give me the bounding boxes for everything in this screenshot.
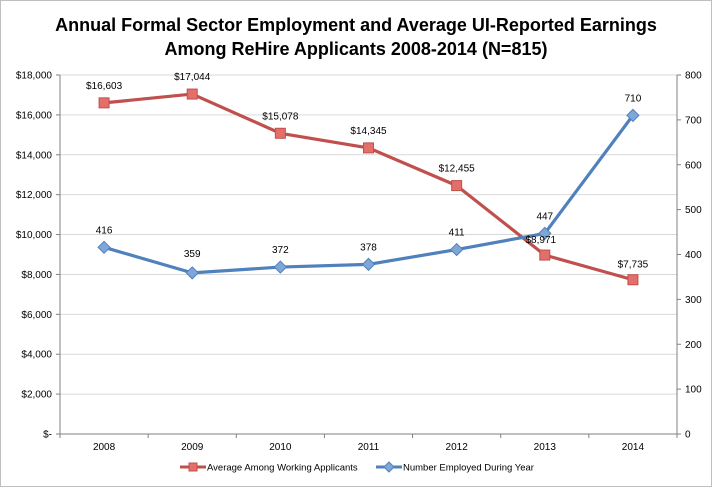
y-right-tick-label: 600 — [685, 160, 702, 171]
chart-title: Annual Formal Sector Employment and Aver… — [55, 15, 657, 59]
data-label: $14,345 — [350, 126, 387, 137]
series-layer — [97, 88, 640, 286]
legend: Average Among Working Applicants Number E… — [180, 461, 534, 474]
y-right-tick-label: 200 — [685, 340, 702, 351]
data-point — [363, 142, 374, 154]
data-label: 372 — [272, 245, 289, 256]
y-right-tick-label: 0 — [685, 430, 691, 441]
data-point — [538, 226, 552, 241]
x-tick-label: 2009 — [181, 442, 204, 453]
data-point — [539, 249, 551, 261]
axes: $- $2,000 $4,000 $6,000 $8,000 $10,000 $12,000… — [16, 71, 702, 454]
data-point — [97, 240, 111, 255]
data-label: $15,078 — [262, 111, 299, 122]
legend-label: Average Among Working Applicants — [207, 463, 358, 474]
x-tick-label: 2010 — [269, 442, 292, 453]
y-left-tick-label: $- — [43, 430, 52, 441]
data-label: 416 — [96, 225, 113, 236]
y-left-tick-label: $4,000 — [21, 350, 52, 361]
y-left-tick-label: $2,000 — [21, 390, 52, 401]
data-point — [627, 274, 639, 286]
y-left-tick-label: $12,000 — [16, 190, 53, 201]
legend-label: Number Employed During Year — [403, 463, 534, 474]
data-point — [186, 88, 198, 100]
chart-title-line-1: Annual Formal Sector Employment and Aver… — [55, 15, 657, 35]
data-label: 411 — [449, 228, 465, 239]
data-label: 378 — [360, 242, 377, 253]
data-labels: $16,603 $17,044 $15,078 $14,345 $12,455 $8,97… — [86, 72, 649, 271]
y-right-tick-label: 300 — [685, 295, 702, 306]
y-left-tick-label: $8,000 — [21, 270, 52, 281]
x-tick-label: 2011 — [358, 442, 380, 453]
data-label: $8,971 — [525, 235, 556, 246]
legend-item: Average Among Working Applicants — [180, 462, 358, 474]
x-tick-label: 2013 — [534, 442, 557, 453]
data-label: $16,603 — [86, 81, 123, 92]
x-tick-label: 2008 — [93, 442, 116, 453]
data-point — [274, 127, 286, 139]
data-point — [185, 266, 199, 280]
y-left-tick-label: $18,000 — [16, 71, 53, 82]
data-point — [273, 260, 288, 274]
y-right-tick-label: 100 — [685, 385, 702, 396]
data-label: 710 — [625, 93, 642, 104]
legend-marker — [188, 462, 198, 472]
y-left-tick-label: $16,000 — [16, 110, 53, 121]
gridlines — [60, 74, 677, 395]
data-label: $12,455 — [439, 164, 476, 175]
y-right-tick-label: 400 — [685, 250, 702, 261]
x-tick-label: 2014 — [622, 442, 645, 453]
x-tick-label: 2012 — [446, 442, 469, 453]
data-point — [361, 257, 376, 272]
y-left-tick-label: $14,000 — [16, 150, 53, 161]
y-right-tick-label: 800 — [685, 71, 702, 82]
legend-item: Number Employed During Year — [376, 461, 534, 474]
data-point — [98, 97, 110, 109]
data-point — [449, 242, 464, 257]
data-label: 447 — [536, 211, 553, 222]
data-label: $7,735 — [618, 260, 649, 271]
chart-title-line-2: Among ReHire Applicants 2008-2014 (N=815… — [165, 39, 548, 59]
y-right-tick-label: 500 — [685, 205, 702, 216]
data-label: 359 — [184, 249, 201, 260]
data-point — [626, 108, 640, 123]
data-label: $17,044 — [174, 72, 211, 83]
y-left-tick-label: $6,000 — [21, 310, 52, 321]
y-right-tick-label: 700 — [685, 115, 702, 126]
data-point — [451, 180, 463, 192]
y-left-tick-label: $10,000 — [16, 230, 53, 241]
legend-marker — [383, 461, 395, 473]
